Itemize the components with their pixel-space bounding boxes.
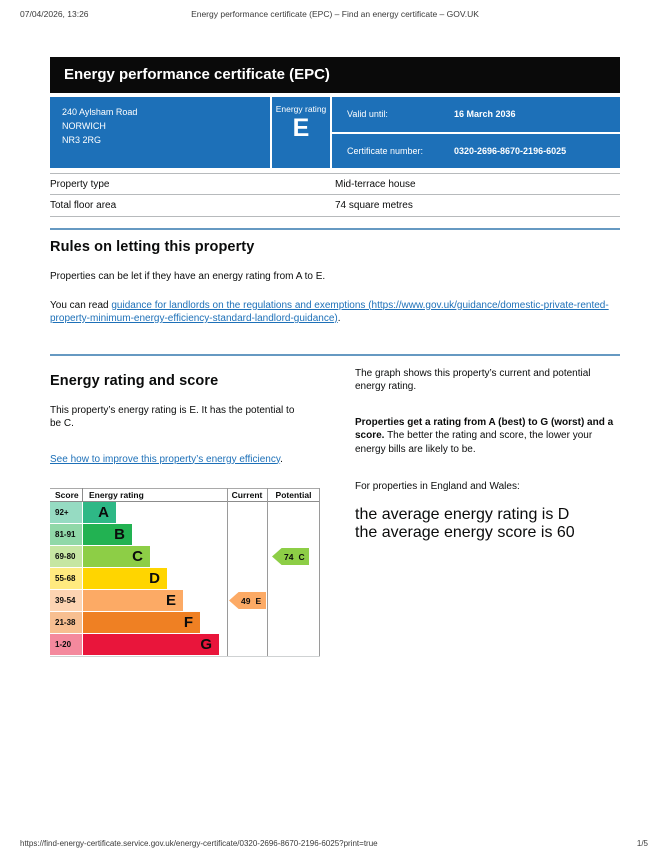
- score-column-header: Score: [55, 490, 79, 500]
- energy-rating-box: Energy rating E: [272, 97, 330, 168]
- epc-band-bar: B: [83, 524, 132, 545]
- certificate-page: Energy performance certificate (EPC) 240…: [50, 57, 620, 657]
- averages-block: the average energy rating is D the avera…: [355, 506, 620, 542]
- improve-efficiency-link[interactable]: See how to improve this property’s energ…: [50, 453, 281, 465]
- table-row: Property type Mid-terrace house: [50, 173, 620, 195]
- summary-panel: 240 Aylsham Road NORWICH NR3 2RG Energy …: [50, 97, 620, 168]
- property-address: 240 Aylsham Road NORWICH NR3 2RG: [50, 97, 270, 168]
- chart-right-edge-line: [319, 488, 320, 657]
- improve-paragraph: See how to improve this property’s energ…: [50, 453, 306, 467]
- epc-band-bar: A: [83, 502, 116, 523]
- epc-band-row-b: 81-91 B: [50, 524, 320, 545]
- certificate-number-value: 0320-2696-8670-2196-6025: [454, 145, 567, 156]
- guidance-paragraph: You can read guidance for landlords on t…: [50, 299, 616, 326]
- rating-scale-paragraph: Properties get a rating from A (best) to…: [355, 416, 620, 457]
- score-rating-divider: [82, 488, 83, 502]
- england-wales-paragraph: For properties in England and Wales:: [355, 481, 520, 492]
- epc-band-bar: E: [83, 590, 183, 611]
- epc-band-bar: D: [83, 568, 167, 589]
- browser-print-header: 07/04/2026, 13:26 Energy performance cer…: [0, 9, 670, 21]
- epc-band-bar: F: [83, 612, 200, 633]
- epc-band-bar: C: [83, 546, 150, 567]
- rating-left-column: Energy rating and score This property’s …: [50, 364, 320, 657]
- rating-heading: Energy rating and score: [50, 372, 219, 389]
- rating-column-header: Energy rating: [89, 490, 144, 500]
- potential-rating-arrow: 74 C: [272, 548, 309, 565]
- table-row: Total floor area 74 square metres: [50, 195, 620, 217]
- average-score-line: the average energy score is 60: [355, 523, 575, 541]
- valid-until-row: Valid until: 16 March 2036: [332, 97, 620, 132]
- rating-summary-paragraph: This property’s energy rating is E. It h…: [50, 404, 295, 430]
- energy-rating-section: Energy rating and score This property’s …: [50, 364, 620, 658]
- current-rating-arrow-letter: E: [255, 595, 262, 606]
- address-line-3: NR3 2RG: [62, 134, 102, 145]
- epc-banner-title: Energy performance certificate (EPC): [64, 66, 330, 83]
- rating-scale-bold: Properties get a rating from A (best) to…: [355, 416, 614, 442]
- certificate-number-label: Certificate number:: [347, 145, 424, 156]
- improve-suffix: .: [280, 453, 283, 465]
- epc-score-range: 21-38: [50, 612, 82, 633]
- property-type-label: Property type: [50, 178, 110, 190]
- current-rating-arrow-score: 49: [241, 595, 251, 606]
- graph-explainer-paragraph: The graph shows this property’s current …: [355, 367, 591, 393]
- browser-print-footer: https://find-energy-certificate.service.…: [20, 839, 648, 848]
- epc-rating-graph: Score Energy rating Current Potential 92…: [50, 488, 320, 657]
- epc-score-range: 55-68: [50, 568, 82, 589]
- potential-rating-arrow-letter: C: [298, 551, 305, 562]
- epc-score-range: 39-54: [50, 590, 82, 611]
- rules-heading: Rules on letting this property: [50, 239, 255, 255]
- potential-rating-arrow-score: 74: [284, 551, 294, 562]
- epc-band-bar: G: [83, 634, 219, 655]
- section-divider: [50, 228, 620, 230]
- epc-score-range: 81-91: [50, 524, 82, 545]
- rules-paragraph: Properties can be let if they have an en…: [50, 271, 326, 282]
- rules-section: Rules on letting this property Propertie…: [50, 239, 620, 326]
- epc-chart-body: 92+ A 81-91 B 69-80 C 55-68 D 39-54 E 21-38 F 1-20 G 4…: [50, 502, 320, 657]
- energy-rating-label: Energy rating: [275, 104, 327, 114]
- address-line-2: NORWICH: [62, 120, 106, 131]
- energy-rating-value: E: [292, 114, 310, 142]
- page-number: 1/5: [636, 839, 648, 848]
- landlord-guidance-link[interactable]: guidance for landlords on the regulation…: [50, 299, 609, 325]
- valid-until-label: Valid until:: [347, 109, 388, 120]
- address-line-1: 240 Aylsham Road: [62, 107, 138, 117]
- valid-until-value: 16 March 2036: [454, 109, 516, 120]
- property-summary-table: Property type Mid-terrace house Total fl…: [50, 173, 620, 217]
- property-type-value: Mid-terrace house: [335, 178, 416, 190]
- current-column-header: Current: [231, 490, 263, 500]
- guidance-suffix: .: [337, 313, 341, 324]
- floor-area-value: 74 square metres: [335, 200, 413, 211]
- average-rating-line: the average energy rating is D: [355, 505, 570, 523]
- current-column-line: [227, 488, 228, 657]
- section-divider: [50, 353, 620, 356]
- epc-band-row-g: 1-20 G: [50, 634, 320, 655]
- print-page-title: Energy performance certificate (EPC) – F…: [191, 9, 479, 19]
- epc-band-row-a: 92+ A: [50, 502, 320, 523]
- rating-right-column: The graph shows this property’s current …: [355, 364, 620, 658]
- epc-banner: Energy performance certificate (EPC): [50, 57, 620, 93]
- epc-score-range: 69-80: [50, 546, 82, 567]
- print-url: https://find-energy-certificate.service.…: [20, 839, 378, 848]
- potential-column-line: [267, 488, 268, 657]
- epc-band-row-c: 69-80 C: [50, 546, 320, 567]
- certificate-number-row: Certificate number: 0320-2696-8670-2196-…: [332, 133, 620, 168]
- epc-band-row-d: 55-68 D: [50, 568, 320, 589]
- epc-score-range: 1-20: [50, 634, 82, 655]
- guidance-prefix: You can read: [50, 299, 112, 311]
- epc-band-row-e: 39-54 E: [50, 590, 320, 611]
- epc-band-row-f: 21-38 F: [50, 612, 320, 633]
- certificate-meta: Valid until: 16 March 2036 Certificate n…: [332, 97, 620, 168]
- epc-chart-header: Score Energy rating Current Potential: [50, 488, 320, 502]
- rating-scale-rest: The better the rating and score, the low…: [355, 430, 593, 455]
- print-datetime: 07/04/2026, 13:26: [20, 9, 89, 19]
- potential-column-header: Potential: [275, 490, 312, 500]
- epc-score-range: 92+: [50, 502, 82, 523]
- floor-area-label: Total floor area: [50, 200, 117, 211]
- current-rating-arrow: 49 E: [229, 592, 266, 609]
